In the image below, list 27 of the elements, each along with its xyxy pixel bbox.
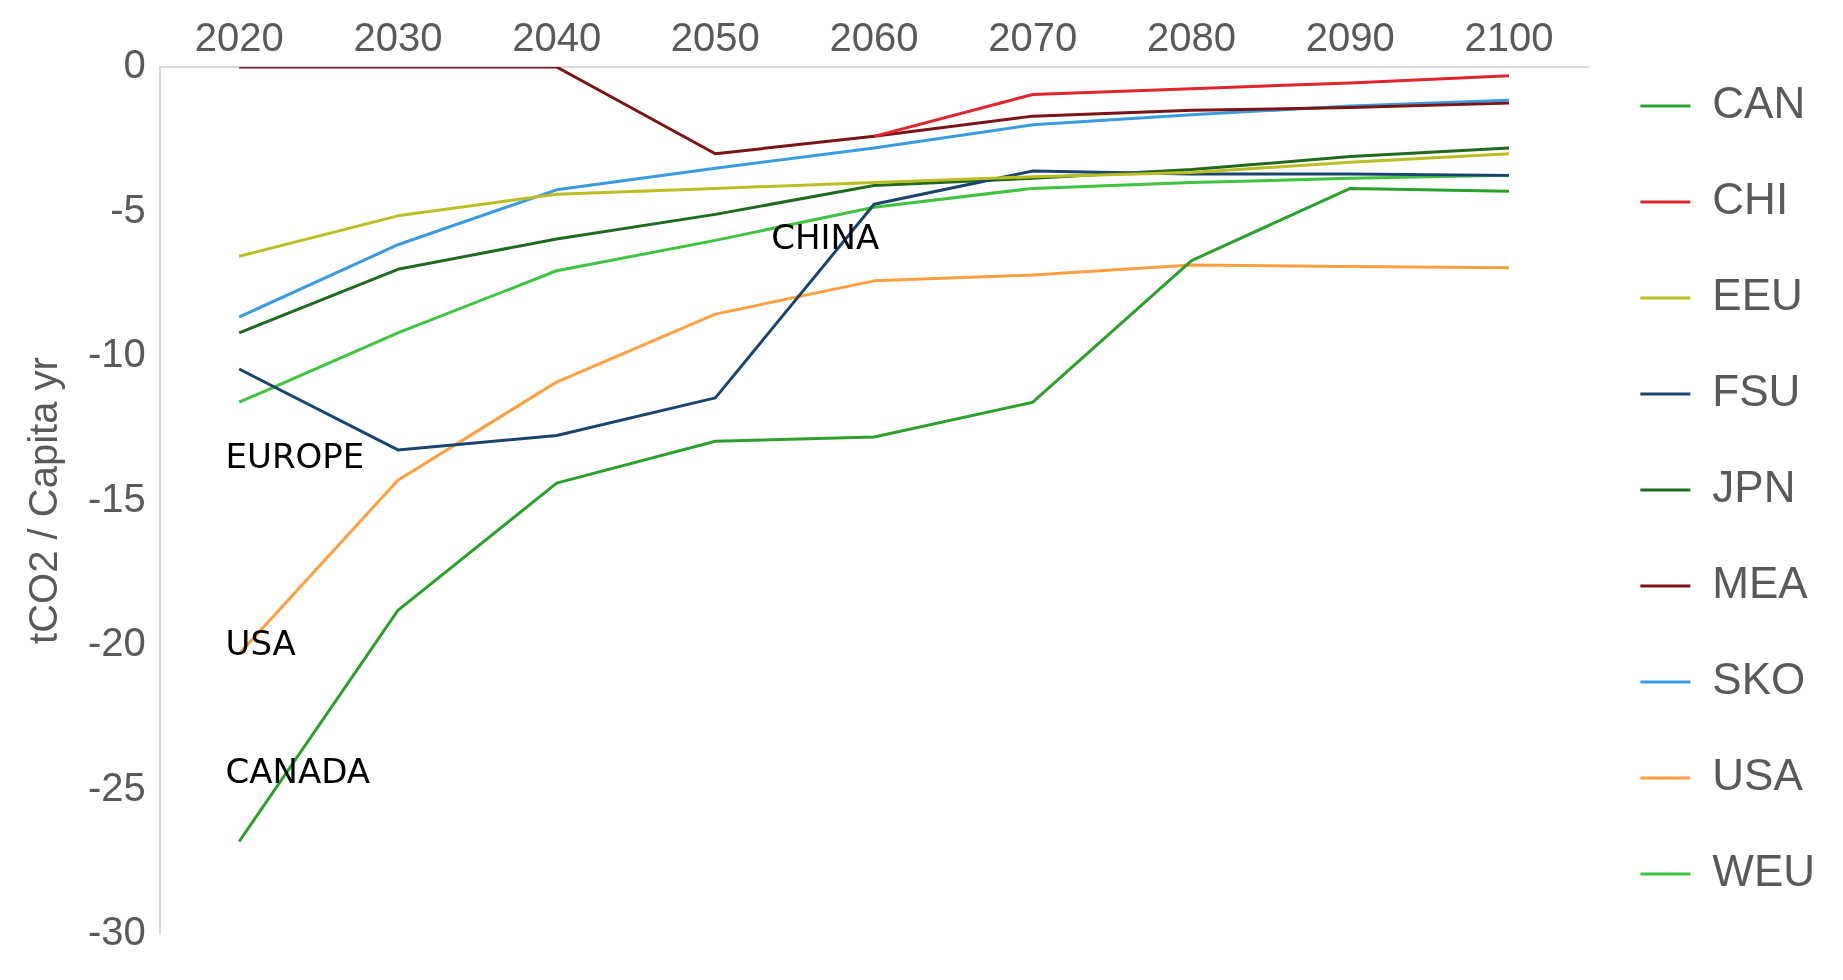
y-tick-label: -5 (110, 186, 146, 231)
annotation: EUROPE (225, 435, 365, 476)
legend-label: EEU (1712, 270, 1803, 320)
legend-label: CHI (1712, 174, 1789, 224)
x-tick-label: 2080 (1147, 15, 1237, 60)
legend-label: WEU (1712, 846, 1815, 896)
x-tick-label: 2070 (988, 15, 1078, 60)
legend-label: CAN (1712, 78, 1806, 128)
legend-label: SKO (1712, 654, 1806, 704)
x-tick-label: 2050 (670, 15, 760, 60)
y-tick-label: 0 (123, 42, 146, 87)
y-tick-label: -10 (88, 331, 146, 376)
y-tick-label: -25 (88, 764, 146, 809)
x-tick-label: 2040 (512, 15, 602, 60)
x-tick-label: 2090 (1305, 15, 1395, 60)
y-tick-label: -30 (88, 909, 146, 954)
legend-label: USA (1712, 750, 1804, 800)
legend-label: MEA (1712, 558, 1809, 608)
x-tick-label: 2020 (194, 15, 284, 60)
x-tick-label: 2060 (829, 15, 919, 60)
legend-label: FSU (1712, 366, 1801, 416)
y-tick-label: -15 (88, 475, 146, 520)
y-axis-title: tCO2 / Capita yr (21, 357, 66, 644)
x-tick-label: 2030 (353, 15, 443, 60)
x-tick-label: 2100 (1464, 15, 1554, 60)
legend-label: JPN (1712, 462, 1796, 512)
y-tick-label: -20 (88, 620, 146, 665)
